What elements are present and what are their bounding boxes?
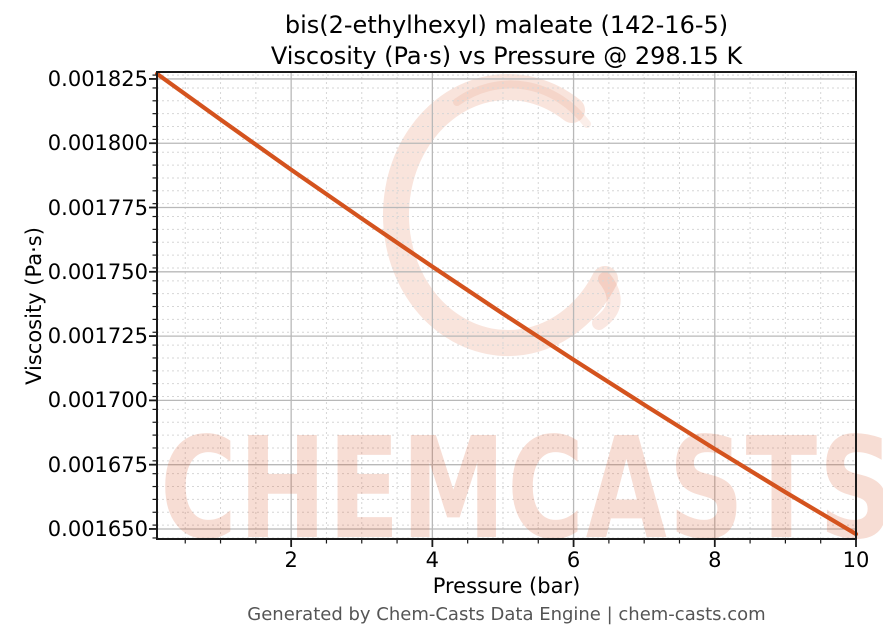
y-tick-label: 0.001750 xyxy=(47,259,148,284)
y-tick-label: 0.001725 xyxy=(47,324,148,349)
y-tick-label: 0.001700 xyxy=(47,388,148,413)
chart-title-line2: Viscosity (Pa·s) vs Pressure @ 298.15 K xyxy=(270,42,743,70)
chart-title-line1: bis(2-ethylhexyl) maleate (142-16-5) xyxy=(284,11,729,39)
footer-attribution: Generated by Chem-Casts Data Engine | ch… xyxy=(247,604,766,625)
y-tick-label: 0.001650 xyxy=(47,516,148,541)
viscosity-pressure-line xyxy=(154,71,859,537)
watermark-logo-hook xyxy=(592,272,621,330)
x-tick-label: 6 xyxy=(566,548,581,572)
y-tick-label: 0.001800 xyxy=(47,131,148,156)
y-tick-label: 0.001775 xyxy=(47,195,148,220)
y-axis-label: Viscosity (Pa·s) xyxy=(22,227,46,385)
plot-area xyxy=(149,71,859,547)
chart-title: bis(2-ethylhexyl) maleate (142-16-5) Vis… xyxy=(157,10,856,72)
data-curve-layer xyxy=(149,71,859,547)
x-tick-label: 8 xyxy=(708,548,722,572)
x-tick-label: 10 xyxy=(842,548,870,572)
x-tick-label: 2 xyxy=(284,548,298,572)
x-tick-label: 4 xyxy=(425,548,440,572)
y-tick-label: 0.001825 xyxy=(47,66,148,91)
x-axis-label: Pressure (bar) xyxy=(432,574,581,598)
axes-spines xyxy=(156,71,857,540)
y-tick-label: 0.001675 xyxy=(47,452,148,477)
